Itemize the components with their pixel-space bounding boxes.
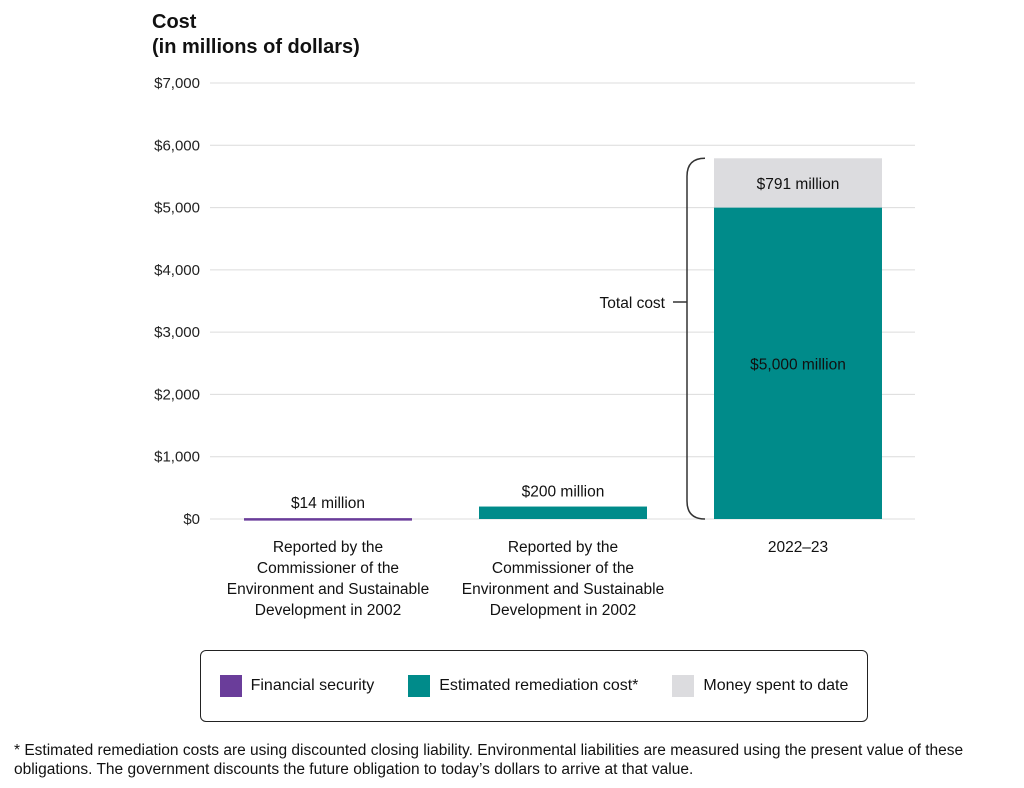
legend-item-remediation-cost: Estimated remediation cost*	[408, 675, 638, 697]
x-tick-label: Commissioner of the	[492, 560, 634, 577]
legend-swatch	[408, 675, 431, 697]
legend: Financial security Estimated remediation…	[200, 650, 868, 722]
chart-title: Cost (in millions of dollars)	[152, 10, 360, 60]
y-tick-label: $1,000	[154, 449, 200, 466]
footnote: * Estimated remediation costs are using …	[14, 742, 964, 778]
legend-swatch	[219, 675, 242, 697]
total-cost-annotation: Total cost	[600, 295, 666, 312]
x-tick-label: Development in 2002	[255, 602, 402, 619]
bar-0-0	[244, 518, 412, 521]
data-label: $200 million	[522, 484, 605, 501]
data-label: $14 million	[291, 495, 365, 512]
legend-label: Money spent to date	[703, 677, 849, 694]
legend-item-money-spent: Money spent to date	[672, 675, 848, 697]
y-tick-label: $7,000	[154, 75, 200, 92]
x-tick-label: Commissioner of the	[257, 560, 399, 577]
x-tick-label: Environment and Sustainable	[227, 581, 430, 598]
x-tick-label: Development in 2002	[490, 602, 637, 619]
legend-label: Estimated remediation cost*	[439, 677, 639, 694]
x-tick-label: Environment and Sustainable	[462, 581, 665, 598]
legend-label: Financial security	[250, 677, 375, 694]
chart-plot: $0 $1,000 $2,000 $3,000 $4,000 $5,000 $6,000 $7…	[154, 75, 915, 619]
title-line: (in millions of dollars)	[152, 36, 360, 58]
legend-item-financial-security: Financial security	[219, 675, 375, 697]
bar-2-2	[714, 158, 882, 208]
data-label: $791 million	[757, 176, 840, 193]
x-tick-label: Reported by the	[508, 539, 618, 556]
y-tick-label: $0	[183, 511, 200, 528]
x-tick-label: Reported by the	[273, 539, 383, 556]
legend-swatch	[672, 675, 695, 697]
y-tick-label: $3,000	[154, 324, 200, 341]
title-line: Cost	[152, 11, 197, 33]
x-tick-label: 2022–23	[768, 539, 828, 556]
y-tick-label: $6,000	[154, 137, 200, 154]
data-label: $5,000 million	[750, 356, 846, 373]
bar-1-2	[714, 207, 882, 520]
y-tick-label: $5,000	[154, 200, 200, 217]
bar-1-1	[479, 506, 647, 519]
total-cost-bracket	[686, 157, 706, 520]
y-tick-label: $4,000	[154, 262, 200, 279]
y-tick-label: $2,000	[154, 386, 200, 403]
